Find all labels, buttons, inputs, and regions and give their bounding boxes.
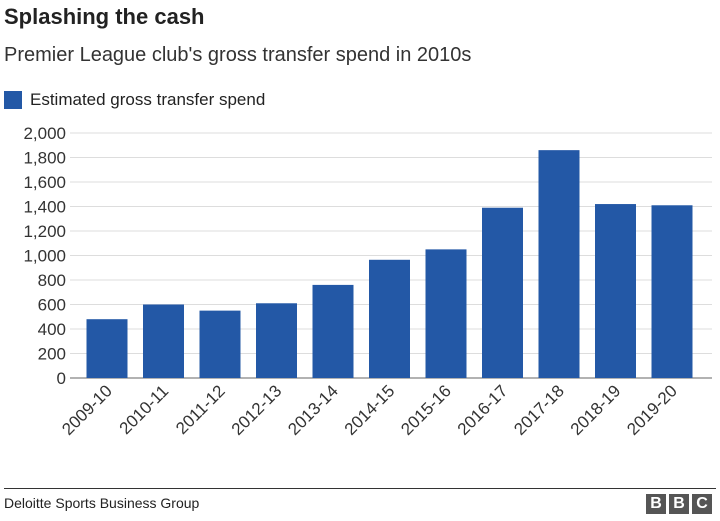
chart-subtitle: Premier League club's gross transfer spe…: [4, 44, 472, 66]
y-tick-label: 400: [38, 320, 66, 339]
x-tick-label: 2014-15: [341, 381, 399, 439]
y-tick-label: 1,200: [23, 222, 66, 241]
bar-2013-14: [312, 284, 354, 378]
legend: Estimated gross transfer spend: [4, 90, 265, 110]
legend-swatch: [4, 91, 22, 109]
bar-2017-18: [538, 150, 580, 378]
x-tick-label: 2012-13: [228, 381, 286, 439]
x-tick-label: 2013-14: [284, 381, 342, 439]
y-tick-label: 2,000: [23, 124, 66, 143]
x-tick-label: 2010-11: [116, 381, 173, 438]
bar-plot: 0 200 400 600 800 1,000 1,200 1,400 1,600 1,800 2,…: [23, 124, 712, 439]
y-tick-label: 200: [38, 345, 66, 364]
y-tick-label: 600: [38, 296, 66, 315]
bar-2016-17: [482, 207, 523, 378]
bar-2009-10: [86, 319, 128, 378]
source-text: Deloitte Sports Business Group: [4, 495, 200, 511]
bar-2012-13: [256, 303, 297, 378]
chart-title: Splashing the cash: [4, 4, 205, 29]
y-tick-label: 1,600: [23, 173, 66, 192]
x-tick-label: 2011-12: [172, 381, 229, 438]
y-tick-label: 1,000: [23, 247, 66, 266]
x-tick-label: 2018-19: [567, 381, 625, 439]
x-tick-label: 2019-20: [623, 381, 681, 439]
x-tick-label: 2016-17: [454, 381, 512, 439]
legend-label: Estimated gross transfer spend: [30, 90, 266, 109]
x-tick-label: 2015-16: [397, 381, 455, 439]
bar-2014-15: [369, 259, 410, 378]
y-tick-label: 1,800: [23, 149, 66, 168]
x-tick-label: 2017-18: [510, 381, 568, 439]
bar-2015-16: [425, 249, 467, 378]
bar-2018-19: [595, 204, 636, 378]
y-tick-label: 1,400: [23, 198, 66, 217]
bar-2011-12: [199, 310, 241, 378]
x-tick-label: 2009-10: [58, 381, 116, 439]
footer-divider: [4, 488, 716, 489]
bar-2019-20: [651, 205, 693, 378]
bar-2010-11: [143, 304, 184, 378]
y-tick-label: 800: [38, 271, 66, 290]
y-tick-label: 0: [57, 369, 66, 388]
